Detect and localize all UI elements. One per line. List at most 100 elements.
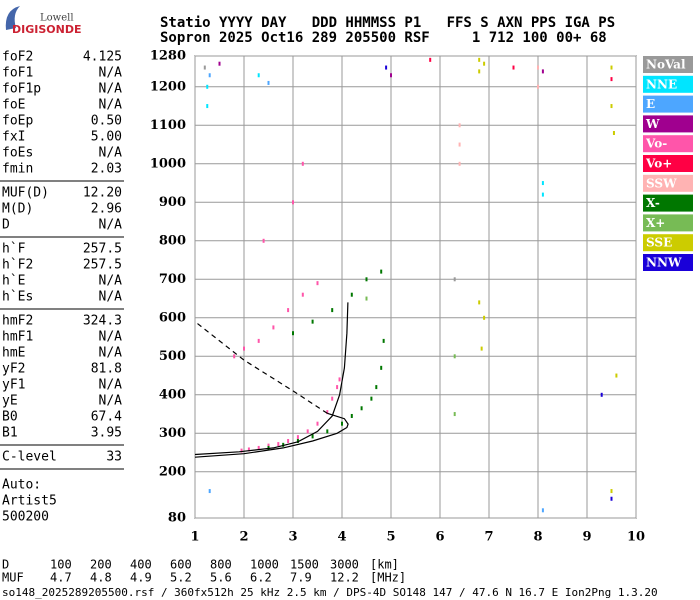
echo-point: [243, 346, 245, 351]
echo-point: [483, 315, 486, 320]
param-name: h`F: [2, 242, 26, 257]
echo-point: [206, 84, 209, 89]
echo-point: [365, 296, 368, 301]
x-tick-label: 3: [288, 530, 297, 545]
echo-point: [287, 308, 290, 313]
echo-point: [478, 69, 481, 74]
x-tick-label: 2: [239, 530, 248, 545]
legend-label: Vo+: [645, 157, 672, 171]
echo-point: [541, 508, 544, 513]
param-name: M(D): [2, 202, 33, 217]
legend-label: NoVal: [646, 58, 686, 72]
echo-point: [615, 373, 618, 378]
x-tick-label: 4: [337, 530, 346, 545]
param-value: N/A: [99, 146, 123, 161]
param-value: 2.96: [91, 202, 122, 217]
legend-swatch: [643, 234, 693, 252]
y-tick-label: 1200: [150, 79, 186, 94]
echo-point: [296, 439, 299, 443]
echo-point: [292, 200, 294, 205]
echo-point: [331, 396, 334, 401]
profile-line: [194, 302, 349, 456]
echo-point: [316, 281, 319, 286]
legend-label: SSW: [646, 176, 677, 190]
table-cell: 3000: [330, 558, 359, 572]
echo-point: [365, 277, 368, 282]
echo-point: [272, 325, 275, 330]
param-value: 67.4: [91, 410, 122, 425]
param-value: N/A: [99, 378, 123, 393]
echo-point: [360, 406, 363, 411]
legend-label: X-: [646, 196, 660, 210]
legend-label: NNE: [646, 77, 677, 91]
y-tick-label: 80: [168, 511, 186, 526]
echo-point: [311, 434, 314, 439]
echo-point: [382, 338, 385, 343]
y-tick-label: 1100: [150, 118, 186, 133]
param-name: hmE: [2, 346, 25, 361]
echo-point: [336, 385, 339, 390]
legend-swatch: [643, 135, 693, 153]
echo-point: [316, 421, 319, 426]
x-tick-label: 8: [533, 530, 542, 545]
y-tick-label: 400: [159, 387, 186, 402]
param-value: N/A: [99, 290, 123, 305]
param-name: foF1p: [2, 82, 41, 97]
echo-point: [338, 377, 341, 382]
x-tick-label: 10: [627, 530, 645, 545]
param-name: h`F2: [2, 258, 33, 273]
param-name: h`E: [2, 274, 25, 289]
echo-point: [390, 73, 392, 78]
table-cell: 5.2: [170, 571, 192, 585]
logo: Lowell DIGISONDE: [5, 6, 81, 36]
echo-point: [208, 73, 211, 78]
echo-point: [375, 385, 378, 390]
table-cell: 7.9: [290, 571, 312, 585]
echo-point: [600, 392, 603, 397]
logo-icon: [5, 6, 20, 30]
legend-label: X+: [646, 216, 665, 230]
echo-point: [458, 123, 461, 128]
echo-point: [233, 354, 236, 359]
param-value: N/A: [99, 218, 123, 233]
echo-point: [541, 181, 544, 186]
legend-label: E: [646, 97, 655, 111]
echo-point: [296, 435, 299, 440]
legend-label: Vo-: [645, 137, 667, 151]
legend-swatch: [643, 254, 693, 271]
echo-point: [385, 65, 388, 70]
param-name: foEp: [2, 114, 33, 129]
x-tick-label: 7: [484, 530, 493, 545]
x-tick-label: 5: [386, 530, 395, 545]
param-name: foEs: [2, 146, 33, 161]
header-line: Sopron 2025 Oct16 289 205500 RSF 1 712 1…: [160, 30, 607, 46]
echo-point: [458, 161, 461, 166]
echo-point: [512, 65, 515, 70]
table-cell: 200: [90, 558, 112, 572]
param-value: N/A: [99, 98, 123, 113]
table-cell: 12.2: [330, 571, 359, 585]
echo-point: [277, 442, 280, 447]
param-value: N/A: [99, 394, 123, 409]
param-name: foE: [2, 98, 25, 113]
echo-point: [350, 292, 353, 297]
param-value: 3.95: [91, 426, 122, 441]
table-cell: 800: [210, 558, 232, 572]
legend-swatch: [643, 56, 693, 73]
echo-point: [370, 396, 373, 401]
table-cell: [km]: [370, 558, 399, 572]
y-tick-label: 700: [159, 272, 186, 287]
table-cell: [MHz]: [370, 571, 406, 585]
param-name: yF1: [2, 378, 25, 393]
param-name: h`Es: [2, 290, 33, 305]
y-tick-label: 500: [159, 349, 186, 364]
legend-swatch: [643, 95, 693, 113]
legend-swatch: [643, 194, 693, 212]
echo-point: [311, 319, 314, 324]
echo-point: [612, 131, 615, 135]
param-value: 12.20: [83, 186, 122, 201]
legend-label: NNW: [646, 256, 682, 270]
echo-point: [208, 489, 211, 494]
legend-swatch: [643, 75, 693, 93]
